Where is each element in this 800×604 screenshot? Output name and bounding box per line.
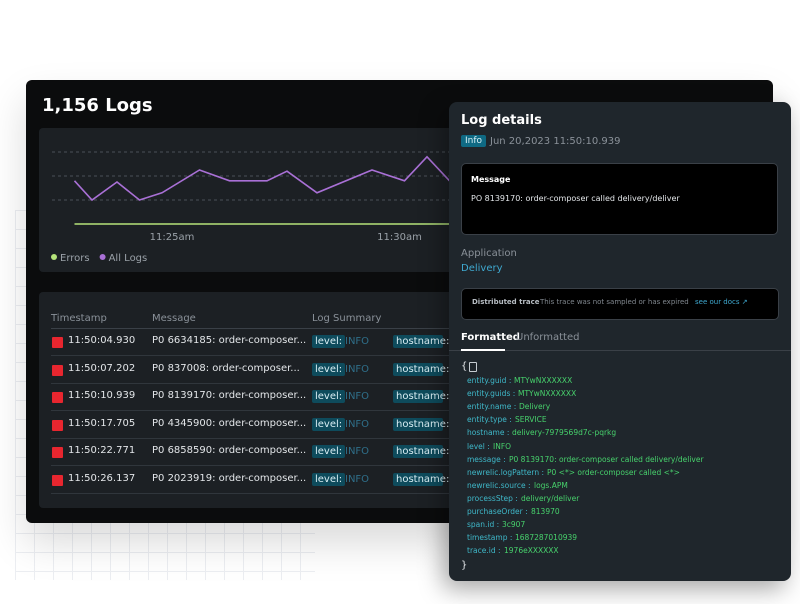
tab[interactable]: Unformatted	[516, 332, 579, 343]
legend-dot	[100, 254, 106, 260]
hostname-key: hostname:	[393, 473, 443, 486]
log-date: Jun 20,2023 11:50:10.939	[490, 136, 621, 147]
message-text: PO 8139170: order-composer called delive…	[471, 194, 680, 203]
field-value: 3c907	[502, 520, 525, 529]
status-marker	[52, 392, 63, 403]
field-key: trace.id :	[467, 546, 501, 555]
field-key: entity.guids :	[467, 389, 515, 398]
field-key: hostname :	[467, 428, 509, 437]
field-key: message :	[467, 455, 506, 464]
column-header: Log Summary	[312, 313, 381, 324]
message[interactable]: P0 2023919: order-composer...	[152, 473, 306, 484]
legend-label: All Logs	[109, 253, 148, 264]
timestamp[interactable]: 11:50:26.137	[68, 473, 135, 484]
message[interactable]: P0 6858590: order-composer...	[152, 445, 306, 456]
field-key: level :	[467, 442, 490, 451]
level-key: level:	[312, 335, 345, 348]
field-value: delivery/deliver	[521, 494, 579, 503]
application-label: Application	[461, 248, 517, 259]
hostname-key: hostname:	[393, 335, 443, 348]
field-key: processStep :	[467, 494, 518, 503]
field-key: newrelic.logPattern :	[467, 468, 544, 477]
column-header: Timestamp	[51, 313, 107, 324]
field-value: INFO	[493, 442, 511, 451]
field-value: MTYwNXXXXXX	[514, 376, 572, 385]
hostname-key: hostname:	[393, 445, 443, 458]
field-value: P0 8139170: order-composer called delive…	[509, 455, 704, 464]
timestamp[interactable]: 11:50:07.202	[68, 363, 135, 374]
level-value: INFO	[345, 391, 369, 402]
field-key: newrelic.source :	[467, 481, 531, 490]
level-value: INFO	[345, 336, 369, 347]
level-value: INFO	[345, 419, 369, 430]
field-key: purchaseOrder :	[467, 507, 528, 516]
field-key: span.id :	[467, 520, 499, 529]
field-value: 1687287010939	[515, 533, 577, 542]
level-value: INFO	[345, 474, 369, 485]
timestamp[interactable]: 11:50:17.705	[68, 418, 135, 429]
page-title: 1,156 Logs	[42, 95, 153, 116]
field-value: 1976eXXXXXX	[504, 546, 559, 555]
message[interactable]: P0 4345900: order-composer...	[152, 418, 306, 429]
legend-label: Errors	[60, 253, 90, 264]
level-key: level:	[312, 418, 345, 431]
hostname-key: hostname:	[393, 363, 443, 376]
x-tick-label: 11:30am	[377, 232, 422, 243]
field-key: entity.guid :	[467, 376, 511, 385]
trace-text: This trace was not sampled or has expire…	[540, 298, 689, 306]
hostname-key: hostname:	[393, 418, 443, 431]
status-marker	[52, 475, 63, 486]
field-value: SERVICE	[515, 415, 547, 424]
level-badge: Info	[461, 135, 486, 147]
level-key: level:	[312, 390, 345, 403]
copy-icon[interactable]	[469, 362, 477, 372]
level-key: level:	[312, 473, 345, 486]
message-label: Message	[471, 175, 510, 184]
column-header: Message	[152, 313, 196, 324]
open-brace: {	[461, 361, 467, 372]
docs-link[interactable]: see our docs ↗	[695, 298, 748, 306]
level-key: level:	[312, 445, 345, 458]
level-value: INFO	[345, 364, 369, 375]
status-marker	[52, 337, 63, 348]
status-marker	[52, 447, 63, 458]
series-line	[75, 157, 450, 200]
field-value: delivery-7979569d7c-pqrkg	[512, 428, 616, 437]
level-key: level:	[312, 363, 345, 376]
message[interactable]: P0 8139170: order-composer...	[152, 390, 306, 401]
message[interactable]: P0 6634185: order-composer...	[152, 335, 306, 346]
close-brace: }	[461, 560, 467, 571]
field-value: MTYwNXXXXXX	[518, 389, 576, 398]
timestamp[interactable]: 11:50:10.939	[68, 390, 135, 401]
status-marker	[52, 365, 63, 376]
active-tab-underline	[461, 349, 505, 351]
field-value: P0 <*> order-composer called <*>	[547, 468, 680, 477]
field-value: 813970	[531, 507, 560, 516]
field-value: logs.APM	[534, 481, 568, 490]
hostname-key: hostname:	[393, 390, 443, 403]
timestamp[interactable]: 11:50:22.771	[68, 445, 135, 456]
legend-dot	[51, 254, 57, 260]
field-key: entity.type :	[467, 415, 512, 424]
status-marker	[52, 420, 63, 431]
tab[interactable]: Formatted	[461, 332, 520, 343]
application-value: Delivery	[461, 263, 503, 274]
field-key: entity.name :	[467, 402, 516, 411]
field-key: timestamp :	[467, 533, 512, 542]
message[interactable]: P0 837008: order-composer...	[152, 363, 300, 374]
trace-label: Distributed trace	[472, 298, 540, 306]
timestamp[interactable]: 11:50:04.930	[68, 335, 135, 346]
x-tick-label: 11:25am	[150, 232, 195, 243]
level-value: INFO	[345, 446, 369, 457]
details-title: Log details	[461, 113, 542, 128]
field-value: Delivery	[519, 402, 550, 411]
